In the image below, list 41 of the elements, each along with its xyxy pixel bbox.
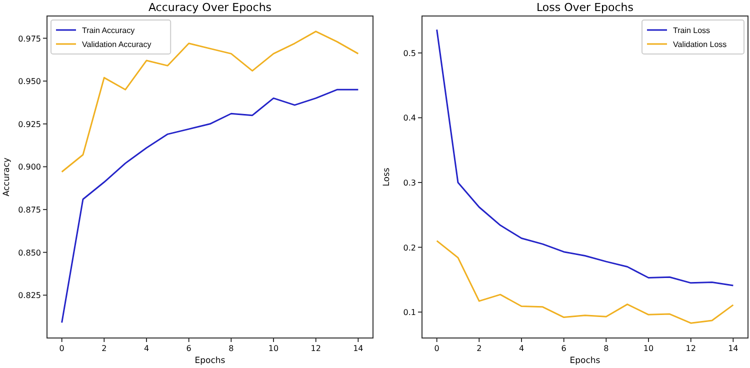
y-tick-label: 0.875: [18, 206, 41, 215]
x-tick-label: 14: [728, 344, 738, 353]
x-tick-label: 0: [434, 344, 440, 353]
legend-label: Train Accuracy: [82, 26, 135, 35]
y-tick-label: 0.4: [403, 114, 416, 123]
x-tick-label: 12: [686, 344, 696, 353]
x-tick-label: 4: [144, 344, 150, 353]
x-tick-label: 2: [102, 344, 107, 353]
x-axis-title: Epochs: [194, 356, 226, 366]
line-series: [436, 28, 734, 286]
x-tick-label: 12: [310, 344, 321, 353]
x-tick-label: 8: [604, 344, 609, 353]
y-tick-label: 0.1: [403, 308, 416, 318]
chart-title: Accuracy Over Epochs: [148, 1, 272, 14]
x-tick-label: 2: [476, 344, 482, 353]
y-tick-label: 0.2: [403, 243, 416, 252]
y-tick-label: 0.900: [18, 162, 41, 172]
x-tick-label: 0: [59, 344, 64, 353]
y-tick-label: 0.5: [403, 48, 416, 58]
x-tick-label: 10: [268, 344, 279, 353]
legend-label: Validation Loss: [673, 40, 727, 49]
legend-label: Train Loss: [673, 26, 710, 35]
legend-label: Validation Accuracy: [82, 40, 152, 49]
y-tick-label: 0.850: [18, 248, 41, 258]
chart-title: Loss Over Epochs: [536, 1, 634, 14]
x-tick-label: 8: [228, 344, 234, 353]
y-tick-label: 0.950: [18, 77, 41, 86]
x-tick-label: 6: [186, 344, 192, 353]
x-tick-label: 14: [353, 344, 364, 353]
y-tick-label: 0.925: [18, 120, 41, 129]
y-axis-title: Loss: [382, 167, 392, 186]
y-axis-title: Accuracy: [2, 158, 12, 196]
y-tick-label: 0.3: [403, 178, 416, 188]
x-tick-label: 6: [561, 344, 566, 353]
y-tick-label: 0.825: [18, 291, 41, 300]
y-tick-label: 0.975: [18, 34, 41, 44]
x-axis-title: Epochs: [570, 356, 601, 366]
line-series: [61, 88, 359, 324]
line-series: [436, 240, 734, 324]
x-tick-label: 4: [518, 344, 524, 353]
x-tick-label: 10: [643, 344, 654, 353]
